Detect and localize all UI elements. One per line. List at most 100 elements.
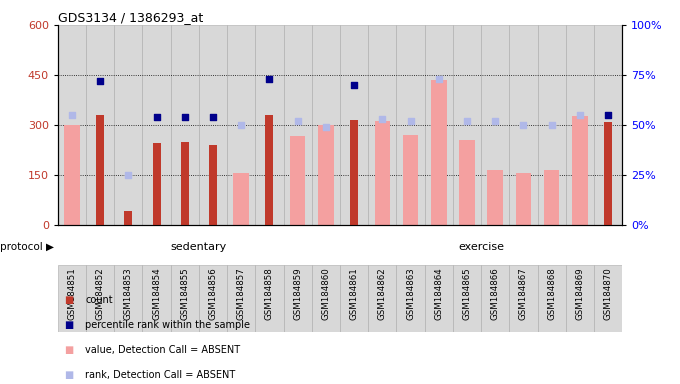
Bar <box>375 121 390 225</box>
Text: GSM184862: GSM184862 <box>378 267 387 320</box>
Text: GSM184869: GSM184869 <box>575 267 584 319</box>
Text: GDS3134 / 1386293_at: GDS3134 / 1386293_at <box>58 11 203 24</box>
Point <box>95 78 105 84</box>
Bar <box>509 25 538 225</box>
Point <box>67 112 78 118</box>
Point <box>405 118 416 124</box>
Bar <box>114 265 143 332</box>
Point <box>433 76 444 82</box>
Bar <box>152 143 160 225</box>
Point <box>349 82 360 88</box>
Text: protocol ▶: protocol ▶ <box>1 242 54 252</box>
Bar <box>199 25 227 225</box>
Bar <box>396 265 425 332</box>
Bar <box>544 170 560 225</box>
Bar <box>594 25 622 225</box>
Bar <box>453 25 481 225</box>
Bar <box>171 265 199 332</box>
Text: GSM184858: GSM184858 <box>265 267 274 320</box>
Point <box>151 114 162 120</box>
Bar <box>96 115 104 225</box>
Text: GSM184854: GSM184854 <box>152 267 161 320</box>
Bar <box>199 265 227 332</box>
Text: GSM184860: GSM184860 <box>322 267 330 320</box>
Point <box>236 122 247 128</box>
Point <box>292 118 303 124</box>
Text: value, Detection Call = ABSENT: value, Detection Call = ABSENT <box>85 344 240 355</box>
Text: ■: ■ <box>65 319 74 330</box>
Bar <box>256 265 284 332</box>
Text: GSM184855: GSM184855 <box>180 267 189 320</box>
Bar <box>86 265 114 332</box>
Text: rank, Detection Call = ABSENT: rank, Detection Call = ABSENT <box>85 369 235 380</box>
Point <box>320 124 331 130</box>
Point <box>207 114 218 120</box>
Point <box>602 112 613 118</box>
Bar <box>509 265 538 332</box>
Bar <box>538 265 566 332</box>
Text: GSM184867: GSM184867 <box>519 267 528 320</box>
Bar <box>566 265 594 332</box>
Text: GSM184859: GSM184859 <box>293 267 302 319</box>
Bar <box>340 265 369 332</box>
Bar <box>459 140 475 225</box>
Bar <box>227 25 256 225</box>
Point <box>123 172 134 178</box>
Bar <box>340 25 369 225</box>
Bar <box>566 25 594 225</box>
Bar <box>124 211 133 225</box>
Bar <box>284 25 312 225</box>
Bar <box>403 135 418 225</box>
Text: sedentary: sedentary <box>171 242 227 252</box>
Text: count: count <box>85 295 113 305</box>
Bar <box>350 120 358 225</box>
Bar <box>312 265 340 332</box>
Text: GSM184861: GSM184861 <box>350 267 358 320</box>
Bar <box>233 173 249 225</box>
Text: GSM184866: GSM184866 <box>491 267 500 320</box>
Bar <box>604 122 612 225</box>
Bar <box>312 25 340 225</box>
Text: GSM184856: GSM184856 <box>209 267 218 320</box>
Text: GSM184868: GSM184868 <box>547 267 556 320</box>
Point <box>575 112 585 118</box>
Bar <box>181 142 189 225</box>
Bar <box>481 25 509 225</box>
Text: GSM184863: GSM184863 <box>406 267 415 320</box>
Bar <box>538 25 566 225</box>
Bar <box>209 145 217 225</box>
Text: GSM184865: GSM184865 <box>462 267 471 320</box>
Bar <box>171 25 199 225</box>
Point <box>518 122 529 128</box>
Bar <box>143 265 171 332</box>
Bar <box>58 25 86 225</box>
Bar <box>318 125 334 225</box>
Point <box>462 118 473 124</box>
Bar <box>58 265 86 332</box>
Bar <box>572 116 588 225</box>
Bar <box>396 25 425 225</box>
Bar <box>488 170 503 225</box>
Bar <box>431 80 447 225</box>
Bar <box>114 25 143 225</box>
Text: GSM184857: GSM184857 <box>237 267 245 320</box>
Point <box>490 118 500 124</box>
Bar <box>481 265 509 332</box>
Point <box>180 114 190 120</box>
Bar <box>425 265 453 332</box>
Text: ■: ■ <box>65 369 74 380</box>
Bar <box>515 173 531 225</box>
Text: ■: ■ <box>65 295 74 305</box>
Bar <box>369 265 396 332</box>
Text: ■: ■ <box>65 344 74 355</box>
Text: GSM184870: GSM184870 <box>604 267 613 320</box>
Bar <box>453 265 481 332</box>
Bar <box>227 265 256 332</box>
Text: percentile rank within the sample: percentile rank within the sample <box>85 319 250 330</box>
Text: GSM184852: GSM184852 <box>96 267 105 320</box>
Point <box>546 122 557 128</box>
Bar <box>284 265 312 332</box>
Bar <box>265 115 273 225</box>
Bar <box>256 25 284 225</box>
Bar <box>86 25 114 225</box>
